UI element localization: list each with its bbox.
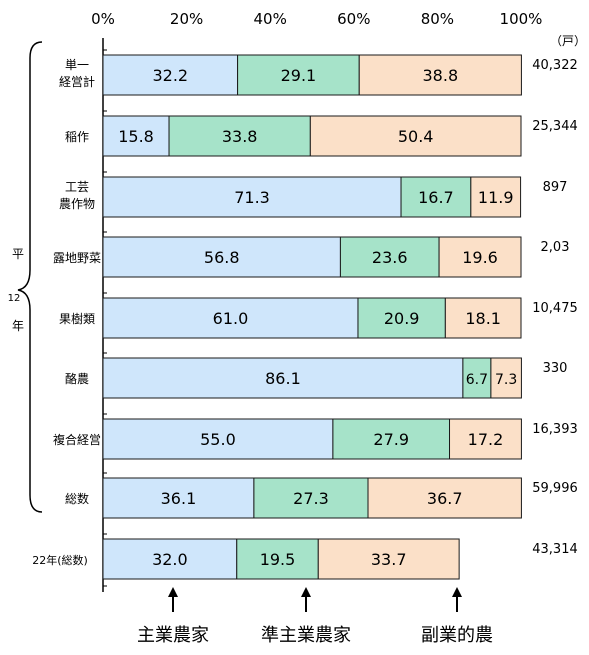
legend-arrow-label: 副業的農 bbox=[421, 625, 493, 646]
bar-segment bbox=[102, 477, 255, 519]
data-label: 36.1 bbox=[161, 489, 197, 508]
data-label: 27.3 bbox=[293, 489, 329, 508]
unit-label: （戸） bbox=[550, 34, 586, 48]
data-label: 19.5 bbox=[260, 550, 296, 569]
data-label: 38.8 bbox=[423, 66, 459, 85]
category-label: 農作物 bbox=[59, 197, 95, 211]
category-label: 22年(総数) bbox=[32, 553, 88, 567]
bar-segment bbox=[102, 115, 170, 157]
bar-segment bbox=[332, 418, 451, 460]
bar-segment bbox=[102, 54, 239, 96]
x-tick-label: 100% bbox=[500, 10, 543, 28]
bar-segment bbox=[102, 357, 464, 399]
group-label: 平 bbox=[12, 247, 24, 261]
total-count-label: 16,393 bbox=[532, 422, 578, 437]
data-label: 33.7 bbox=[371, 550, 407, 569]
group-bracket bbox=[17, 41, 43, 513]
data-label: 20.9 bbox=[384, 309, 420, 328]
data-label: 36.7 bbox=[427, 489, 463, 508]
bar-segment bbox=[470, 176, 522, 218]
bar-segment bbox=[339, 236, 440, 278]
bar-segment bbox=[317, 538, 460, 580]
data-label: 50.4 bbox=[398, 127, 434, 146]
category-label: 露地野菜 bbox=[53, 251, 101, 265]
data-label: 17.2 bbox=[468, 430, 504, 449]
bar-segment bbox=[490, 357, 522, 399]
bar-segment bbox=[102, 538, 238, 580]
total-count-label: 2,03 bbox=[541, 240, 570, 255]
data-label: 23.6 bbox=[372, 248, 408, 267]
pointer-arrow-head bbox=[168, 587, 178, 597]
total-count-label: 897 bbox=[543, 180, 568, 195]
data-label: 71.3 bbox=[234, 188, 270, 207]
total-count-label: 330 bbox=[543, 361, 568, 376]
bar-segment bbox=[168, 115, 311, 157]
bar-segment bbox=[358, 54, 522, 96]
data-label: 7.3 bbox=[495, 372, 517, 388]
bar-segment bbox=[102, 297, 359, 339]
bar-segment bbox=[444, 297, 522, 339]
bar-segment bbox=[237, 54, 360, 96]
data-label: 16.7 bbox=[418, 188, 454, 207]
group-label: 12 bbox=[8, 293, 21, 304]
bar-segment bbox=[309, 115, 522, 157]
category-label: 果樹類 bbox=[59, 312, 95, 326]
total-count-label: 59,996 bbox=[532, 481, 578, 496]
data-label: 33.8 bbox=[222, 127, 258, 146]
legend-arrow-label: 準主業農家 bbox=[261, 625, 351, 646]
x-tick-label: 80% bbox=[421, 10, 454, 28]
bar-segment bbox=[449, 418, 522, 460]
category-label: 工芸 bbox=[65, 180, 89, 194]
bar-segment bbox=[253, 477, 369, 519]
category-label: 酪農 bbox=[65, 371, 89, 386]
bar-segment bbox=[236, 538, 319, 580]
data-label: 11.9 bbox=[478, 188, 514, 207]
pointer-arrow-head bbox=[452, 587, 462, 597]
data-label: 32.0 bbox=[152, 550, 188, 569]
total-count-label: 43,314 bbox=[532, 542, 578, 557]
bar-segment bbox=[102, 236, 341, 278]
data-label: 18.1 bbox=[465, 309, 501, 328]
category-label: 単一 bbox=[65, 58, 89, 72]
category-label: 総数 bbox=[65, 491, 89, 506]
data-label: 19.6 bbox=[462, 248, 498, 267]
bar-segment bbox=[462, 357, 492, 399]
pointer-arrow-head bbox=[301, 587, 311, 597]
category-label: 稲作 bbox=[65, 130, 89, 144]
bar-segment bbox=[367, 477, 522, 519]
category-label: 経営計 bbox=[59, 74, 95, 89]
data-label: 55.0 bbox=[200, 430, 236, 449]
bar-segment bbox=[102, 176, 402, 218]
total-count-label: 40,322 bbox=[532, 58, 578, 73]
x-tick-label: 60% bbox=[337, 10, 370, 28]
bar-segment bbox=[438, 236, 522, 278]
category-label: 複合経営 bbox=[53, 432, 101, 447]
data-label: 61.0 bbox=[213, 309, 249, 328]
data-label: 29.1 bbox=[281, 66, 317, 85]
bar-segment bbox=[102, 418, 334, 460]
data-label: 15.8 bbox=[118, 127, 154, 146]
total-count-label: 25,344 bbox=[532, 119, 578, 134]
x-tick-label: 20% bbox=[170, 10, 203, 28]
legend-arrow-label: 主業農家 bbox=[137, 625, 209, 646]
data-label: 86.1 bbox=[265, 369, 301, 388]
bar-segment bbox=[357, 297, 446, 339]
data-label: 32.2 bbox=[152, 66, 188, 85]
group-label: 年 bbox=[12, 319, 24, 333]
x-tick-label: 0% bbox=[91, 10, 115, 28]
data-label: 56.8 bbox=[204, 248, 240, 267]
data-label: 6.7 bbox=[466, 372, 488, 388]
data-label: 27.9 bbox=[373, 430, 409, 449]
total-count-label: 10,475 bbox=[532, 301, 578, 316]
x-tick-label: 40% bbox=[254, 10, 287, 28]
